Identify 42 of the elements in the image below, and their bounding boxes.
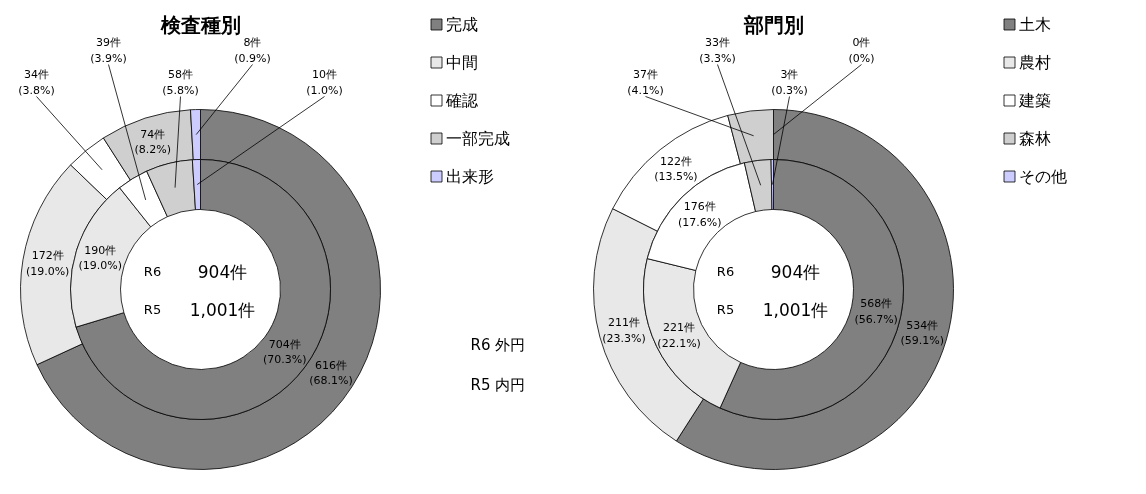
data-label: 211件 (23.3%) <box>602 316 646 345</box>
data-label: 534件 (59.1%) <box>900 318 945 348</box>
data-label: 176件 (17.6%) <box>678 200 722 230</box>
data-label: 122件 (13.5%) <box>654 154 698 184</box>
text: R5 <box>716 302 735 317</box>
text: R5 <box>143 302 162 317</box>
legend-label: その他 <box>1018 167 1067 186</box>
legend-label: 森林 <box>1018 129 1051 148</box>
text: 1,001件 <box>189 299 256 320</box>
chart-title: 部門別 <box>742 12 804 37</box>
text: R6 外円 <box>470 335 526 354</box>
data-label: 221件 (22.1%) <box>657 321 701 350</box>
legend-label: 出来形 <box>445 167 494 186</box>
text: 1,001件 <box>762 299 829 320</box>
data-label: 74件 (8.2%) <box>134 127 172 157</box>
legend-label: 土木 <box>1018 15 1051 34</box>
data-label: 8件 (0.9%) <box>234 36 271 65</box>
legend-label: 中間 <box>445 53 478 72</box>
data-label: 37件 (4.1%) <box>627 68 664 97</box>
legend-label: 確認 <box>444 91 478 110</box>
text: R5 内円 <box>470 375 526 394</box>
data-label: 616件 (68.1%) <box>309 358 353 388</box>
data-label: 3件 (0.3%) <box>771 68 808 97</box>
text: 904件 <box>197 261 248 282</box>
data-label: 190件 (19.0%) <box>78 243 123 273</box>
text: 904件 <box>770 261 821 282</box>
text: 0件 (0%) <box>848 36 875 65</box>
legend-label: 建築 <box>1017 91 1051 110</box>
chart-title: 検査種別 <box>159 12 241 37</box>
data-label: 34件 (3.8%) <box>18 68 55 97</box>
data-label: 10件 (1.0%) <box>306 68 343 97</box>
legend-label: 一部完成 <box>445 129 510 148</box>
data-label: 704件 (70.3%) <box>263 337 307 367</box>
text: R6 <box>143 264 162 279</box>
data-label: 172件 (19.0%) <box>25 249 70 279</box>
legend-label: 農村 <box>1018 53 1051 72</box>
data-label: 58件 (5.8%) <box>162 68 199 97</box>
data-label: 39件 (3.9%) <box>90 36 127 65</box>
data-label: 33件 (3.3%) <box>699 36 736 65</box>
data-label: 568件 (56.7%) <box>854 297 898 326</box>
legend-label: 完成 <box>445 15 478 34</box>
text: R6 <box>716 264 735 279</box>
